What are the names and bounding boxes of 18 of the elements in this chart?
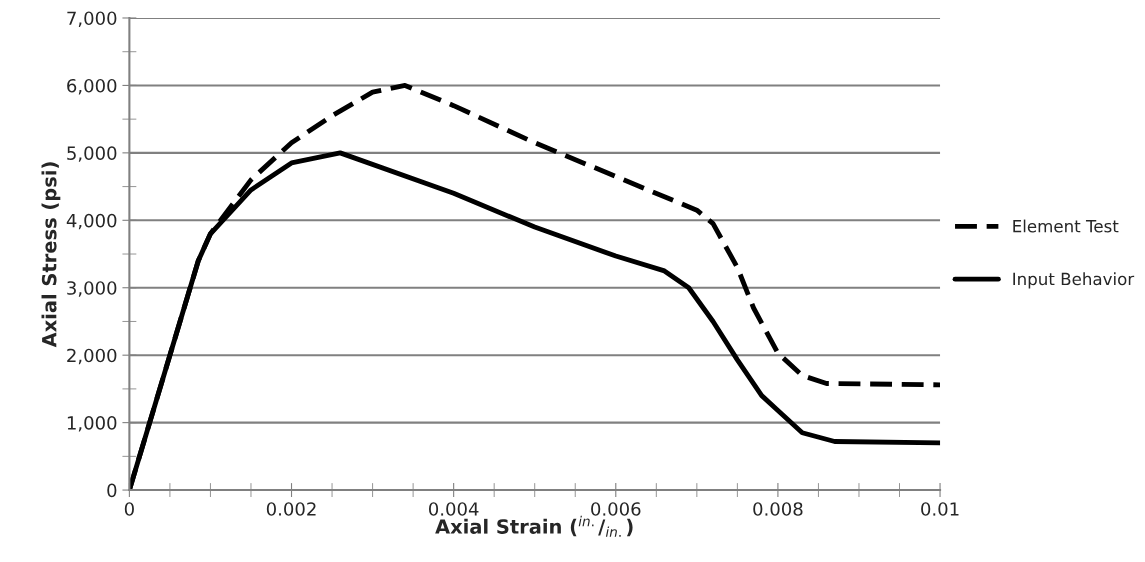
y-tick-label: 3,000 (67, 281, 117, 297)
y-tick-label: 7,000 (67, 11, 117, 27)
x-tick-label: 0.006 (591, 502, 641, 516)
x-axis-title: Axial Strain ($^{in.}$/$_{in.}$) (435, 515, 633, 537)
legend-label: Input Behavior (1013, 272, 1135, 289)
x-tick-label: 0.008 (753, 502, 803, 516)
y-tick-label: 4,000 (66, 213, 117, 230)
y-axis-title: Axial Stress (psi) (41, 162, 61, 348)
y-tick-label: 0 (107, 483, 117, 498)
y-tick-label: 6,000 (67, 78, 117, 95)
y-tick-label: 5,000 (67, 146, 117, 162)
x-tick-label: 0.004 (428, 502, 479, 516)
x-tick-label: 0 (124, 502, 134, 516)
legend-label: Element Test (1013, 219, 1119, 233)
y-tick-label: 1,000 (67, 416, 117, 432)
y-tick-label: 2,000 (67, 348, 117, 365)
x-tick-label: 0.002 (266, 502, 316, 516)
x-tick-label: 0.01 (921, 502, 959, 516)
